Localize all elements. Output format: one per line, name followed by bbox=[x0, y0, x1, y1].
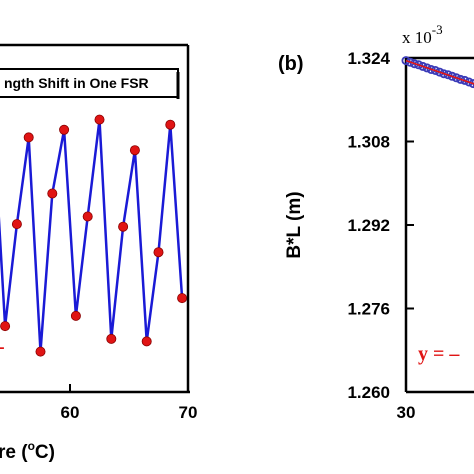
panel-a-point bbox=[118, 221, 129, 232]
panel-a-x-ticks: 60 70 bbox=[61, 384, 198, 422]
panel-b-y-tick-label: 1.324 bbox=[347, 49, 390, 68]
panel-a-partial-mark: - bbox=[0, 336, 5, 358]
panel-b-point bbox=[468, 79, 474, 89]
panel-a-point bbox=[129, 145, 140, 156]
panel-a-point bbox=[82, 211, 93, 222]
panel-a-legend-text: ngth Shift in One FSR bbox=[4, 75, 149, 91]
panel-b-scale-factor: x 10-3 bbox=[402, 22, 443, 47]
panel-b-point bbox=[456, 74, 466, 84]
panel-b-y-ticks: 1.324 1.308 1.292 1.276 1.260 bbox=[347, 49, 414, 402]
panel-b-point bbox=[460, 75, 470, 85]
panel-b-label: (b) bbox=[278, 53, 304, 75]
panel-b-point bbox=[439, 69, 449, 79]
panel-a: 60 70 ngth Shift in One FSR - re (oC) bbox=[0, 43, 198, 463]
panel-b-fit-equation: y = – bbox=[418, 343, 460, 365]
panel-a-point bbox=[0, 321, 11, 332]
panel-b: (b) x 10-3 B*L (m) 1.3241.3081.2921.2761… bbox=[278, 22, 474, 422]
panel-b-series bbox=[401, 56, 474, 89]
panel-b-point bbox=[435, 67, 445, 77]
panel-b-y-tick-label: 1.308 bbox=[347, 133, 390, 152]
panel-b-x-tick-label: 30 bbox=[397, 403, 416, 422]
panel-b-point bbox=[401, 56, 411, 66]
panel-b-x-ticks: 30 bbox=[397, 403, 416, 422]
panel-a-point bbox=[35, 346, 46, 357]
panel-b-point bbox=[405, 57, 415, 67]
panel-a-point bbox=[11, 219, 22, 230]
panel-a-point bbox=[165, 119, 176, 130]
panel-b-point bbox=[464, 77, 474, 87]
panel-b-point bbox=[451, 73, 461, 83]
panel-a-point bbox=[106, 333, 117, 344]
panel-b-point bbox=[430, 66, 440, 76]
panel-b-point bbox=[447, 71, 457, 81]
panel-b-point bbox=[443, 70, 453, 80]
panel-a-x-axis-title: re (oC) bbox=[0, 439, 55, 463]
panel-a-point bbox=[23, 132, 34, 143]
panel-a-point bbox=[141, 336, 152, 347]
panel-a-series bbox=[0, 114, 188, 357]
panel-b-point bbox=[418, 61, 428, 71]
panel-a-point bbox=[59, 124, 70, 135]
panel-b-point bbox=[409, 59, 419, 69]
panel-a-series-line bbox=[0, 119, 184, 352]
panel-b-point bbox=[422, 63, 432, 73]
panel-a-legend-box bbox=[0, 68, 179, 98]
panel-b-point bbox=[426, 65, 436, 75]
panel-a-x-tick-label: 60 bbox=[61, 403, 80, 422]
panel-b-fit-line bbox=[405, 59, 474, 85]
panel-a-point bbox=[153, 247, 164, 258]
panel-a-point bbox=[94, 114, 105, 125]
panel-b-y-tick-label: 1.260 bbox=[347, 383, 390, 402]
panel-b-point bbox=[414, 60, 424, 70]
panel-a-point bbox=[70, 310, 81, 321]
panel-b-y-tick-label: 1.276 bbox=[347, 300, 390, 319]
panel-b-y-axis-title: B*L (m) bbox=[284, 191, 305, 258]
panel-b-y-tick-label: 1.292 bbox=[347, 216, 390, 235]
panel-a-point bbox=[47, 188, 58, 199]
panel-a-x-tick-label: 70 bbox=[179, 403, 198, 422]
panel-a-point bbox=[177, 293, 188, 304]
